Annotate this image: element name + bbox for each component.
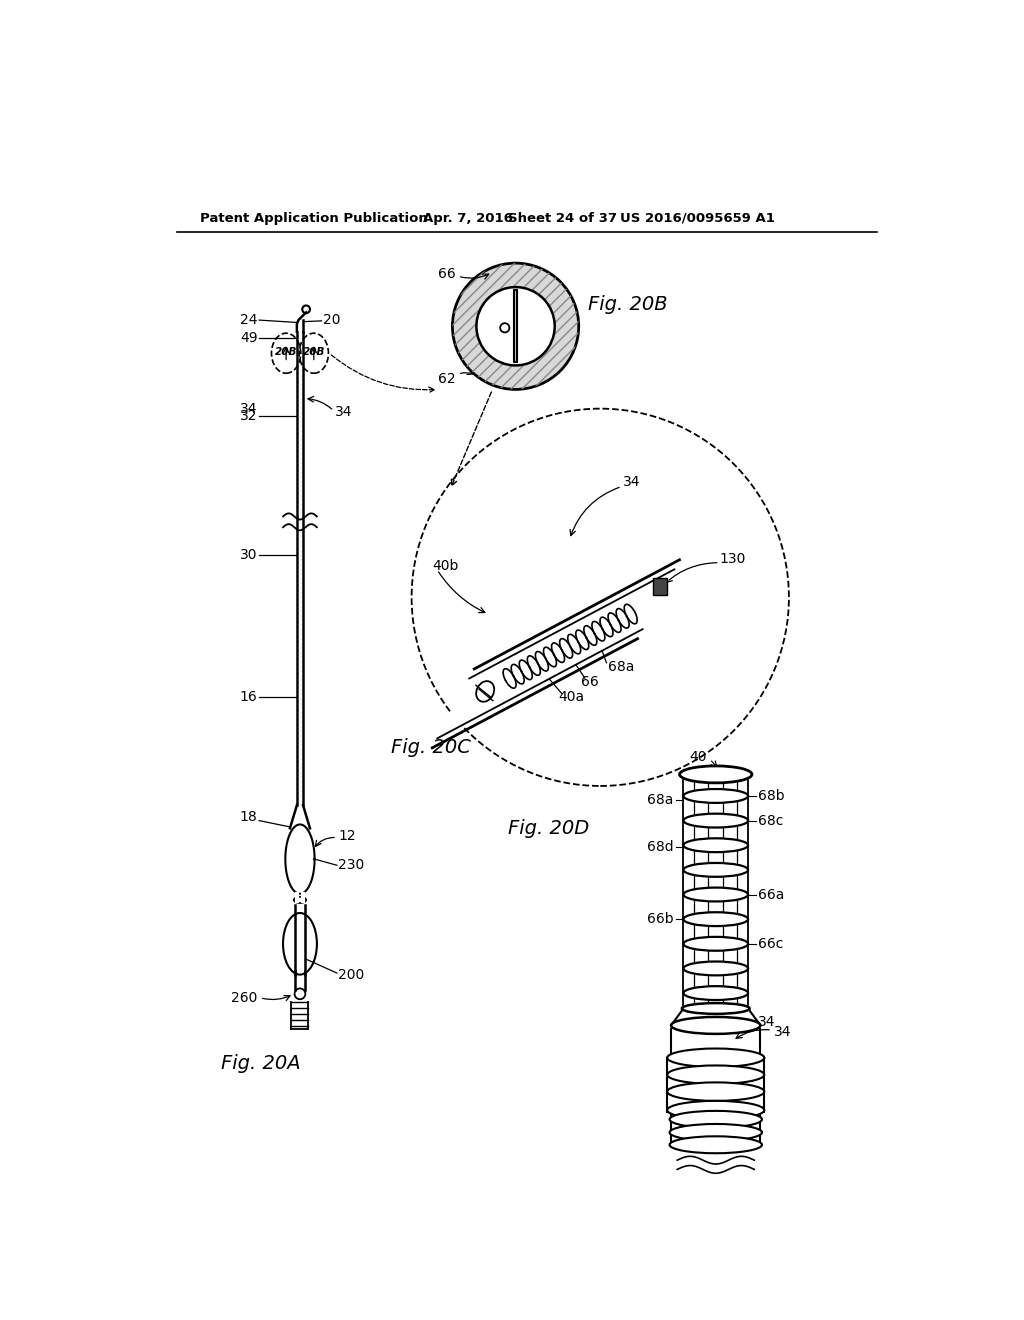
Text: 34: 34 [240, 401, 258, 416]
Text: Apr. 7, 2016: Apr. 7, 2016 [423, 213, 513, 224]
Text: Patent Application Publication: Patent Application Publication [200, 213, 428, 224]
Ellipse shape [668, 1101, 764, 1119]
Ellipse shape [682, 1003, 750, 1014]
Text: 24: 24 [240, 313, 258, 327]
Text: 66a: 66a [758, 887, 784, 902]
Ellipse shape [683, 887, 749, 902]
Text: 16: 16 [240, 690, 258, 705]
Text: 34: 34 [758, 1015, 775, 1030]
Ellipse shape [671, 1016, 761, 1034]
Text: 18: 18 [240, 809, 258, 824]
Text: 66b: 66b [647, 912, 674, 927]
Text: 68b: 68b [758, 789, 784, 803]
Text: Sheet 24 of 37: Sheet 24 of 37 [508, 213, 616, 224]
Text: 32: 32 [240, 409, 258, 424]
Text: 68d: 68d [647, 840, 674, 854]
Text: 200: 200 [339, 968, 365, 982]
Text: 40: 40 [689, 751, 707, 764]
Ellipse shape [683, 838, 749, 853]
Text: 34: 34 [335, 405, 352, 420]
Ellipse shape [683, 961, 749, 975]
Circle shape [453, 263, 579, 389]
Ellipse shape [680, 766, 752, 783]
Circle shape [295, 989, 305, 999]
Text: 34: 34 [773, 1024, 791, 1039]
Text: 20B: 20B [274, 347, 297, 358]
Ellipse shape [668, 1048, 764, 1067]
Ellipse shape [683, 813, 749, 828]
Text: Fig. 20B: Fig. 20B [588, 296, 668, 314]
Text: 62: 62 [438, 372, 456, 385]
Text: 12: 12 [339, 829, 356, 843]
Text: Fig. 20C: Fig. 20C [391, 738, 471, 756]
Text: 40b: 40b [432, 560, 459, 573]
Ellipse shape [476, 681, 495, 702]
Ellipse shape [294, 896, 306, 903]
Ellipse shape [668, 1065, 764, 1084]
Circle shape [476, 288, 555, 366]
Text: 49: 49 [240, 331, 258, 345]
Ellipse shape [683, 912, 749, 927]
Text: 66: 66 [437, 267, 456, 281]
Circle shape [500, 323, 509, 333]
Ellipse shape [283, 913, 316, 974]
Text: US 2016/0095659 A1: US 2016/0095659 A1 [620, 213, 774, 224]
Ellipse shape [683, 789, 749, 803]
Ellipse shape [683, 986, 749, 1001]
Text: 260: 260 [231, 991, 258, 1005]
Text: 20B: 20B [303, 347, 325, 358]
Text: 30: 30 [240, 548, 258, 562]
FancyBboxPatch shape [653, 578, 668, 595]
Bar [514, 290, 517, 363]
Ellipse shape [683, 863, 749, 876]
Text: 68c: 68c [758, 813, 783, 828]
Text: 40a: 40a [558, 690, 584, 705]
Polygon shape [437, 569, 675, 738]
Text: Fig. 20A: Fig. 20A [221, 1053, 301, 1073]
Text: 130: 130 [720, 552, 746, 566]
Ellipse shape [670, 1111, 762, 1127]
Text: 68a: 68a [647, 793, 674, 807]
Text: 66: 66 [581, 675, 599, 689]
Text: 66c: 66c [758, 937, 783, 950]
Ellipse shape [683, 937, 749, 950]
Text: Fig. 20D: Fig. 20D [508, 818, 589, 838]
Ellipse shape [670, 1137, 762, 1154]
Text: 68a: 68a [608, 660, 634, 673]
Ellipse shape [670, 1125, 762, 1140]
Text: 230: 230 [339, 858, 365, 873]
Text: 34: 34 [624, 475, 641, 488]
Ellipse shape [668, 1082, 764, 1101]
Text: 20: 20 [323, 313, 341, 327]
